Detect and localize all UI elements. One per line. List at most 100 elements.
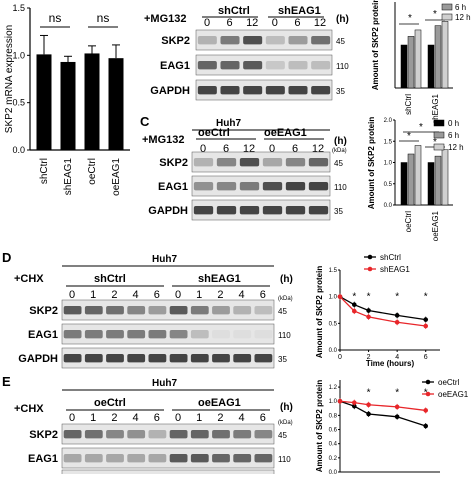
panelB-time-label: 0 (272, 17, 278, 29)
lineE-y-tick-label: 1.2 (329, 385, 338, 391)
panelE-time-label: 1 (90, 412, 96, 424)
panelC-skp2-membrane (191, 151, 331, 173)
panelE-eag1-band (84, 454, 103, 463)
barB-bar (441, 21, 449, 89)
panelB-gapdh-band (243, 86, 263, 95)
panelD-gapdh-band (84, 354, 103, 363)
panelD-skp2-band (106, 306, 124, 315)
barB-sig: * (408, 13, 412, 24)
panelD-eag1-band (84, 330, 103, 339)
barC-category-label: oeCtrl (404, 211, 413, 233)
lineE-y-tick-label: 0.0 (329, 470, 338, 474)
lineE-y-tick-label: 0.4 (329, 442, 338, 448)
panelE-eag1-membrane (61, 447, 275, 469)
panelE-eag1-band (254, 454, 273, 463)
panelE-treatment-label: +CHX (14, 403, 44, 415)
panelD-time-label: 1 (196, 289, 202, 301)
barB-y-label: Amount of SKP2 protein (371, 0, 380, 90)
barC-legend-swatch (433, 143, 445, 151)
panelD-unit: (h) (280, 274, 293, 285)
lineD-y-tick-label: 0.5 (329, 321, 338, 327)
panelE-skp2-membrane (61, 423, 275, 445)
panelD-row-label: GAPDH (18, 353, 58, 365)
barC-bar (434, 155, 442, 206)
panelB-mw: 45 (336, 37, 345, 46)
lineE-legend-marker (425, 391, 431, 397)
panelC-cell-line: Huh7 (216, 118, 241, 129)
lineE-y-tick-label: 1.0 (329, 399, 338, 405)
barC-y-tick-label: 0.0 (384, 203, 393, 209)
lineD-y-tick-label: 0.0 (329, 348, 338, 354)
panelC-eag1-band (216, 182, 237, 191)
panelD-skp2-band (212, 306, 230, 315)
barC-legend-swatch (433, 131, 445, 139)
panelD-time-label: 6 (154, 289, 160, 301)
lineD-legend-marker (367, 266, 373, 272)
panelB-eag1-band (265, 61, 285, 70)
panelA-y-tick-label: 1.5 (12, 3, 25, 13)
barB-sig: * (433, 9, 437, 20)
panelE-time-label: 1 (196, 412, 202, 424)
panelE-skp2-band (84, 430, 103, 439)
panelE-row-label: SKP2 (29, 429, 58, 441)
panelB-mw: 35 (336, 87, 345, 96)
barB-bar (427, 44, 435, 89)
lineD-x-tick-label: 0 (338, 354, 342, 361)
panelD-gapdh-band (190, 354, 209, 363)
panelC-time-label: 6 (223, 143, 229, 155)
panelD-time-label: 0 (175, 289, 181, 301)
barB-category-label: shCtrl (404, 94, 413, 115)
panelC-letter: C (140, 114, 150, 129)
panelB-skp2-band (243, 36, 263, 45)
panelB-gapdh-membrane (195, 79, 333, 101)
panelC-eag1-band (285, 182, 306, 191)
panelA-category-label: oeEAG1 (111, 158, 122, 196)
panelE-eag1-band (63, 454, 82, 463)
lineE-legend-label: oeCtrl (438, 378, 460, 387)
panelE-eag1-band (233, 454, 252, 463)
barC-legend-label: 12 h (448, 143, 464, 152)
lineD-x-label: Time (hours) (366, 359, 415, 368)
panelB-row-label: SKP2 (161, 35, 190, 47)
panelB-eag1-band (311, 61, 331, 70)
barB-bar (407, 36, 415, 89)
panelD-gapdh-band (148, 354, 167, 363)
panelE-skp2-band (169, 430, 188, 439)
panelB-gapdh-band (197, 86, 217, 95)
lineD-x-tick-label: 4 (395, 354, 399, 361)
panelD-time-label: 6 (260, 289, 266, 301)
barB-legend-label: 6 h (455, 3, 466, 12)
barB-bar (434, 25, 442, 89)
panelC-skp2-band (262, 158, 283, 167)
panelB-time-label: 12 (246, 17, 258, 29)
panelB-eag1-band (243, 61, 263, 70)
panelE-cell-line: Huh7 (152, 378, 177, 389)
panelD-skp2-band (63, 306, 82, 315)
panelB-time-label: 6 (227, 17, 233, 29)
panelB-eag1-band (197, 61, 217, 70)
panelB-eag1-membrane (195, 54, 333, 76)
panelD-time-label: 4 (239, 289, 245, 301)
panelD-time-label: 2 (217, 289, 223, 301)
panelC-skp2-band (193, 158, 214, 167)
panelA-y-tick-label: 0.5 (12, 98, 25, 108)
panelC-eag1-membrane (191, 175, 331, 197)
panelB-time-label: 12 (314, 17, 326, 29)
panelE-kda: (kDa) (278, 420, 293, 426)
lineD-y-tick-label: 1.0 (329, 295, 338, 301)
panelC-gapdh-band (239, 206, 260, 215)
panelB-row-label: GAPDH (150, 85, 190, 97)
panelE-skp2-band (63, 430, 82, 439)
panelD-skp2-band (148, 306, 167, 315)
panelC-kda: (kDa) (332, 148, 347, 154)
panelB-group-2: shEAG1 (278, 5, 321, 17)
panelD-eag1-band (169, 330, 188, 339)
panelC-gapdh-band (216, 206, 237, 215)
panelD-row-label: EAG1 (28, 329, 58, 341)
panelE-time-label: 0 (175, 412, 181, 424)
panelB-skp2-membrane (195, 29, 333, 51)
panelE-time-label: 2 (111, 412, 117, 424)
panelD-group-1: shCtrl (94, 273, 126, 285)
panelB-row-label: EAG1 (160, 60, 190, 72)
panelA-y-tick-label: 0.0 (12, 145, 25, 155)
